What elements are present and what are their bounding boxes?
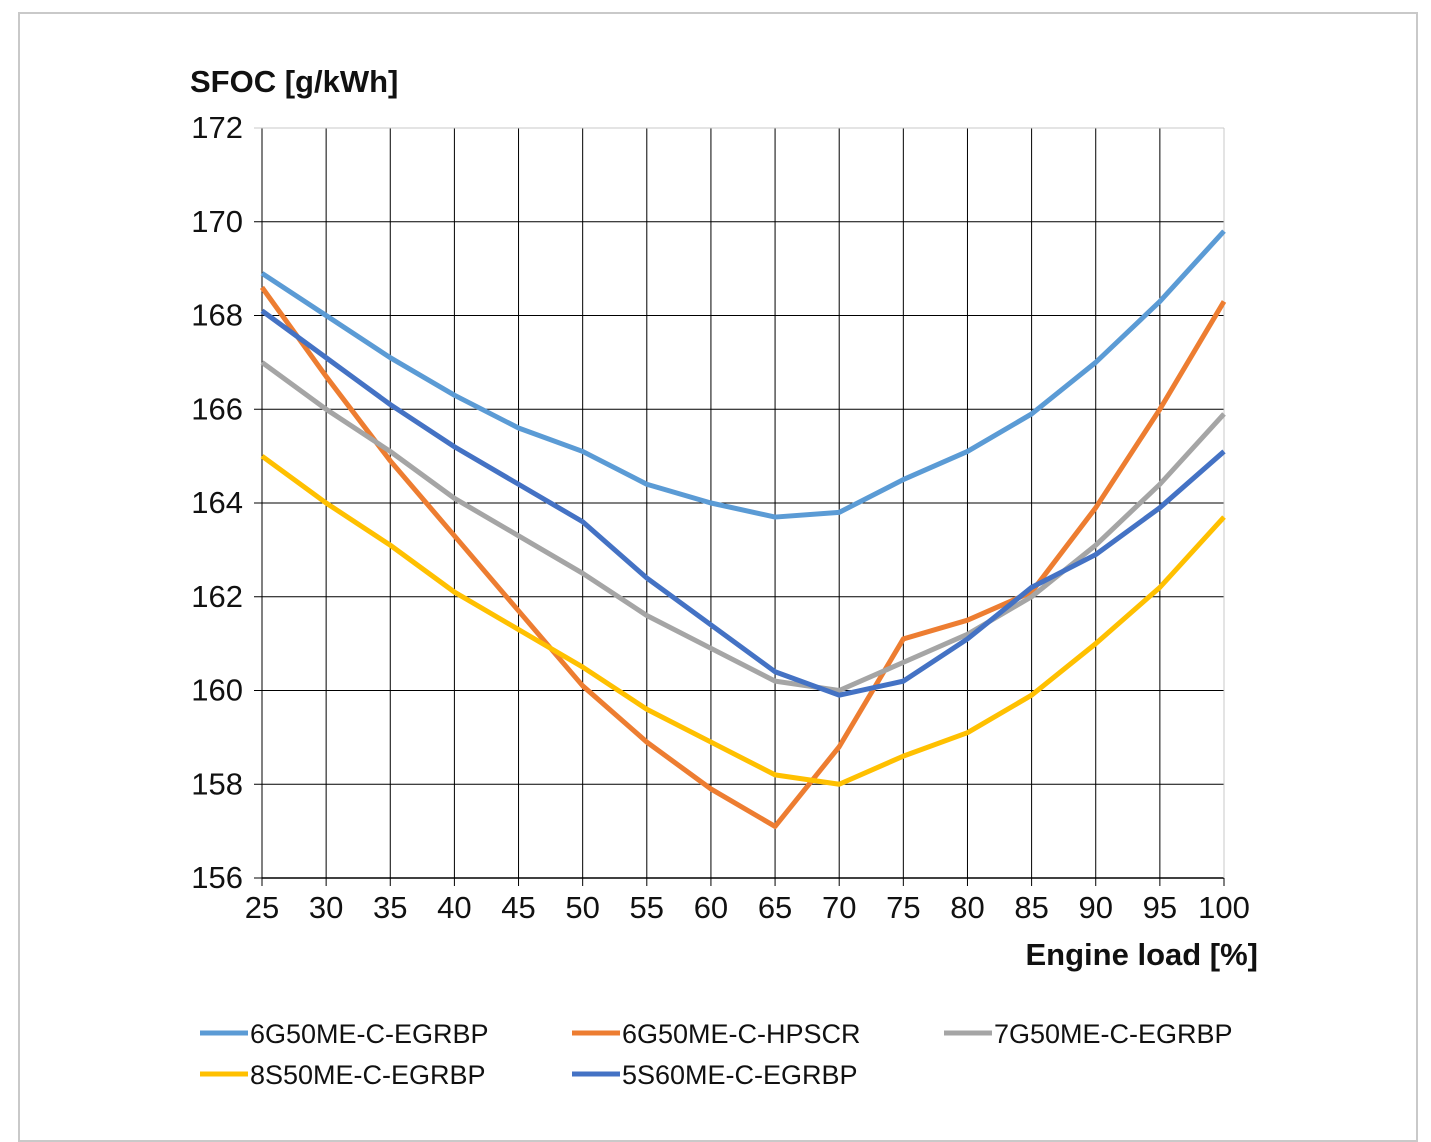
y-tick-label: 160 (191, 673, 243, 708)
y-tick-label: 162 (191, 579, 243, 614)
series-line-6g50me-c-hpscr (259, 285, 1227, 829)
series-line-8s50me-c-egrbp (260, 454, 1226, 787)
x-tick-label: 45 (501, 890, 535, 925)
legend-label: 6G50ME-C-HPSCR (622, 1019, 861, 1049)
x-tick-label: 50 (565, 890, 599, 925)
x-tick-label: 40 (437, 890, 471, 925)
x-tick-label: 80 (950, 890, 984, 925)
series-line-5s60me-c-egrbp (260, 308, 1226, 698)
y-tick-label: 158 (191, 766, 243, 801)
x-tick-label: 25 (245, 890, 279, 925)
y-tick-labels: 156 158 160 162 164 166 168 170 172 (191, 110, 243, 895)
x-tick-label: 100 (1198, 890, 1250, 925)
y-tick-label: 166 (191, 391, 243, 426)
y-tick-label: 172 (191, 110, 243, 145)
x-tick-label: 90 (1078, 890, 1112, 925)
x-tick-label: 65 (758, 890, 792, 925)
legend-label: 8S50ME-C-EGRBP (250, 1060, 486, 1090)
x-tick-label: 35 (373, 890, 407, 925)
legend-label: 5S60ME-C-EGRBP (622, 1060, 858, 1090)
y-tick-label: 168 (191, 298, 243, 333)
y-tick-label: 170 (191, 204, 243, 239)
x-tick-label: 60 (694, 890, 728, 925)
y-tick-label: 156 (191, 860, 243, 895)
x-axis-title: Engine load [%] (1026, 937, 1259, 972)
x-tick-label: 70 (822, 890, 856, 925)
legend-label: 6G50ME-C-EGRBP (250, 1019, 489, 1049)
x-tick-labels: 25 30 35 40 45 50 55 60 65 70 75 80 85 90 95 100 (245, 890, 1250, 925)
x-tick-label: 85 (1014, 890, 1048, 925)
y-tick-label: 164 (191, 485, 243, 520)
y-axis-title: SFOC [g/kWh] (190, 64, 398, 99)
legend: 6G50ME-C-EGRBP 6G50ME-C-HPSCR 7G50ME-C-EGR… (200, 1019, 1233, 1090)
series-line-6g50me-c-egrbp (260, 229, 1226, 520)
x-tick-label: 55 (630, 890, 664, 925)
series-lines (259, 229, 1227, 829)
x-tick-label: 30 (309, 890, 343, 925)
x-tick-label: 95 (1143, 890, 1177, 925)
x-tick-label: 75 (886, 890, 920, 925)
grid-lines (254, 127, 1225, 886)
legend-label: 7G50ME-C-EGRBP (994, 1019, 1233, 1049)
